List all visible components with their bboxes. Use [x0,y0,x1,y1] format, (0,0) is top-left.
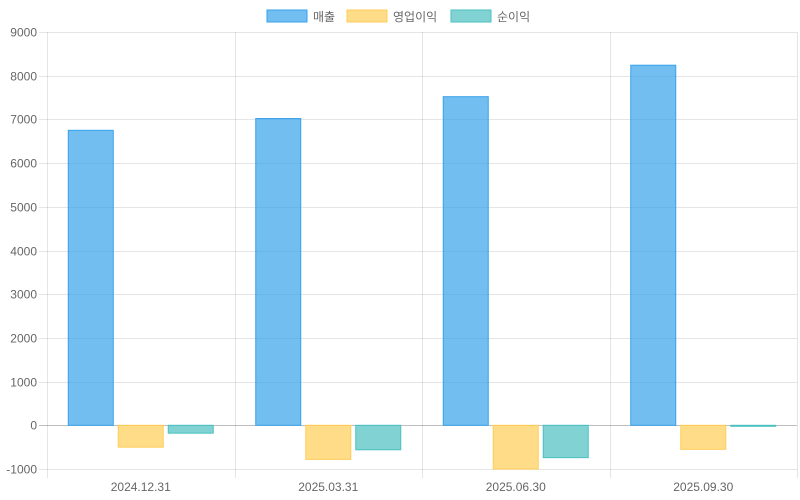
bar-series-0-cat-2[interactable] [442,96,489,426]
bar-series-1-cat-2[interactable] [492,424,539,470]
legend-swatch [450,9,492,23]
bar-series-2-cat-2[interactable] [542,424,589,459]
y-tick-label: 4000 [10,245,37,259]
bar-series-1-cat-3[interactable] [680,424,727,450]
y-tick-label: 8000 [10,70,37,84]
bar-series-2-cat-1[interactable] [355,424,402,451]
y-tick-label: 5000 [10,201,37,215]
x-tick-label: 2025.06.30 [486,480,546,494]
legend-label: 매출 [313,10,335,24]
legend-label: 영업이익 [393,10,437,24]
x-tick-label: 2024.12.31 [111,480,171,494]
bar-series-0-cat-3[interactable] [630,64,677,426]
bar-series-2-cat-0[interactable] [167,424,214,434]
y-tick-label: 2000 [10,332,37,346]
y-tick-label: 1000 [10,376,37,390]
y-tick-label: 0 [30,419,37,433]
bars [67,64,777,470]
legend-swatch [346,9,388,23]
y-tick-label: 6000 [10,157,37,171]
legend-item-1[interactable]: 영업이익 [346,9,437,24]
y-tick-label: 3000 [10,288,37,302]
x-tick-label: 2025.09.30 [673,480,733,494]
x-tick-label: 2025.03.31 [298,480,358,494]
legend-label: 순이익 [497,10,530,24]
grid-lines [39,32,798,478]
bar-series-1-cat-1[interactable] [305,424,352,460]
legend: 매출 영업이익 순이익 [266,9,530,24]
bar-series-0-cat-0[interactable] [67,129,114,426]
y-tick-label: 9000 [10,26,37,40]
bar-series-2-cat-3[interactable] [730,424,777,427]
legend-item-0[interactable]: 매출 [266,9,335,24]
legend-item-2[interactable]: 순이익 [450,9,530,24]
y-tick-label: -1000 [6,463,37,477]
legend-swatch [266,9,308,23]
y-tick-label: 7000 [10,113,37,127]
bar-series-0-cat-1[interactable] [255,118,302,426]
bar-series-1-cat-0[interactable] [117,424,164,448]
axes: -1000 0 1000 2000 3000 4000 5000 6000 7000 8000 90… [6,26,733,495]
